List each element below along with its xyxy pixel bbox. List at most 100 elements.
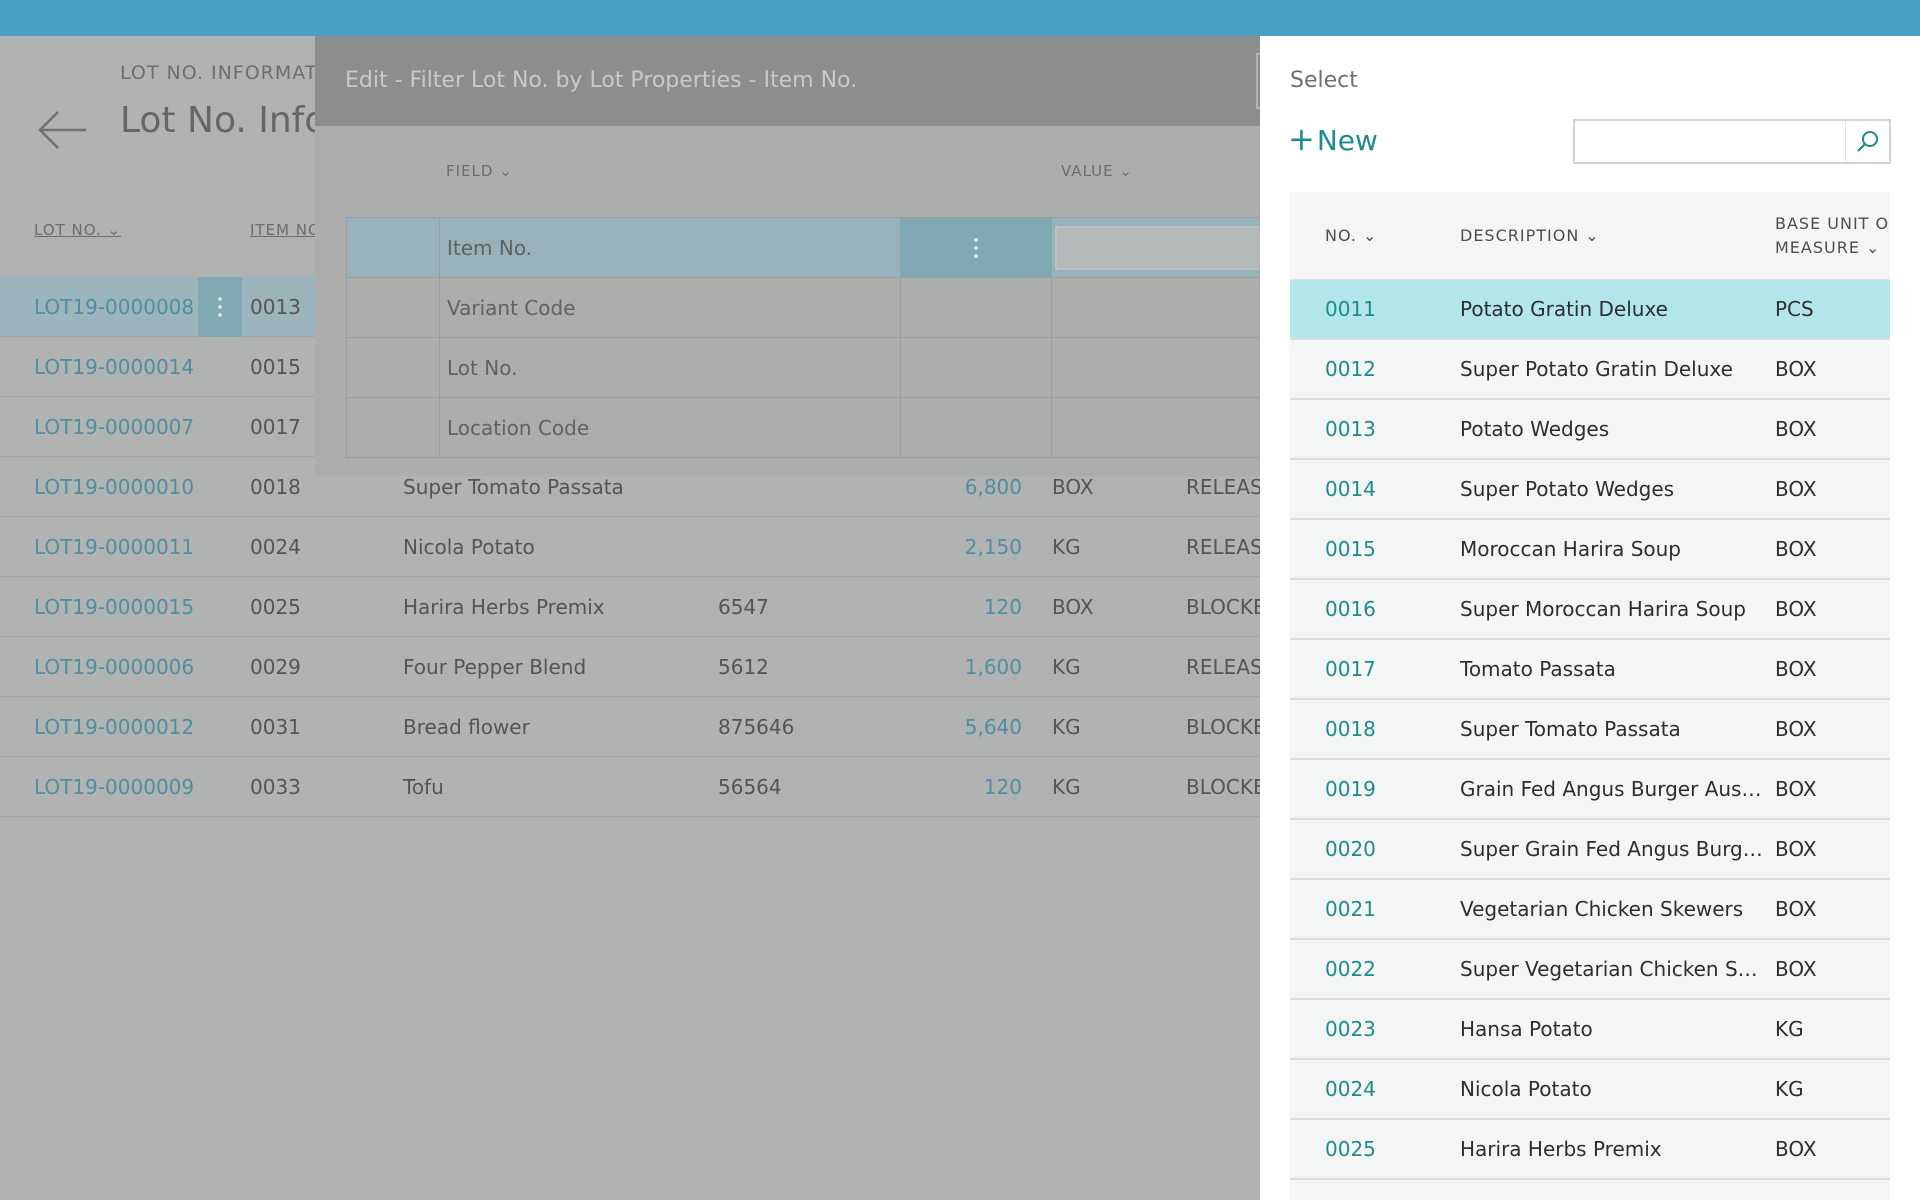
cell-uom: KG (1052, 715, 1081, 739)
item-description: Super Potato Wedges (1460, 477, 1675, 501)
table-row[interactable]: LOT19-0000012 0031 Bread flower 875646 5,640… (0, 697, 1266, 757)
item-description: Grain Fed Angus Burger Austral... (1460, 777, 1767, 801)
new-button[interactable]: +New (1288, 120, 1378, 158)
item-no[interactable]: 0014 (1325, 477, 1376, 501)
item-no[interactable]: 0023 (1325, 1017, 1376, 1041)
item-no[interactable]: 0020 (1325, 837, 1376, 861)
item-uom: KG (1775, 1017, 1804, 1041)
row-selector[interactable] (347, 218, 440, 277)
cell-qty: 6,800 (964, 475, 1022, 499)
cell-qty: 120 (983, 595, 1022, 619)
table-row[interactable]: LOT19-0000015 0025 Harira Herbs Premix 6547… (0, 577, 1266, 637)
cell-lot[interactable]: LOT19-0000011 (34, 535, 195, 559)
item-no[interactable]: 0019 (1325, 777, 1376, 801)
column-header-base-unit[interactable]: BASE UNIT OF MEASURE ⌄ (1775, 212, 1890, 260)
cell-lot[interactable]: LOT19-0000012 (34, 715, 195, 739)
search-input[interactable] (1575, 121, 1845, 162)
cell-desc: Four Pepper Blend (403, 655, 587, 679)
cell-qty: 1,600 (964, 655, 1022, 679)
item-description: Nicola Potato (1460, 1077, 1592, 1101)
table-row[interactable]: LOT19-0000010 0018 Super Tomato Passata 6,8… (0, 457, 1275, 517)
row-menu-cell[interactable] (900, 398, 1052, 457)
cell-uom: KG (1052, 655, 1081, 679)
table-row[interactable]: 0023 Hansa Potato KG (1290, 1000, 1890, 1060)
field-name: Location Code (447, 416, 590, 440)
row-menu-icon (974, 238, 978, 258)
item-no[interactable]: 0025 (1325, 1137, 1376, 1161)
value-input[interactable] (1055, 226, 1261, 270)
chevron-down-icon: ⌄ (1865, 238, 1881, 257)
column-header-field[interactable]: FIELD ⌄ (446, 162, 513, 180)
cell-lot[interactable]: LOT19-0000014 (34, 355, 195, 379)
item-uom: BOX (1775, 1137, 1817, 1161)
column-header-description[interactable]: DESCRIPTION ⌄ (1460, 224, 1600, 248)
column-header-lot-no[interactable]: LOT NO. ⌄ (34, 221, 122, 239)
column-header-value[interactable]: VALUE ⌄ (1061, 162, 1133, 180)
table-row[interactable]: Item No. (346, 218, 1261, 278)
table-row[interactable]: 0022 Super Vegetarian Chicken Skew... BOX (1290, 940, 1890, 1000)
cell-variant: 6547 (718, 595, 769, 619)
table-row[interactable]: Lot No. (346, 338, 1260, 398)
cell-item: 0025 (250, 595, 301, 619)
cell-item: 0017 (250, 415, 301, 439)
table-row[interactable]: 0016 Super Moroccan Harira Soup BOX (1290, 580, 1890, 640)
table-row[interactable]: 0012 Super Potato Gratin Deluxe BOX (1290, 340, 1890, 400)
chevron-down-icon: ⌄ (1363, 226, 1378, 245)
item-no[interactable]: 0017 (1325, 657, 1376, 681)
field-name: Lot No. (447, 356, 518, 380)
item-no[interactable]: 0018 (1325, 717, 1376, 741)
item-no[interactable]: 0021 (1325, 897, 1376, 921)
table-row[interactable]: 0020 Super Grain Fed Angus Burger ... BOX (1290, 820, 1890, 880)
row-menu-cell[interactable] (900, 338, 1052, 397)
table-row[interactable]: 0015 Moroccan Harira Soup BOX (1290, 520, 1890, 580)
table-row[interactable]: LOT19-0000011 0024 Nicola Potato 2,150 KG REL… (0, 517, 1275, 577)
row-menu-icon[interactable] (198, 277, 242, 337)
table-row[interactable]: LOT19-0000006 0029 Four Pepper Blend 5612 1,… (0, 637, 1275, 697)
row-menu-cell[interactable] (900, 278, 1052, 337)
item-description: Super Tomato Passata (1460, 717, 1681, 741)
item-uom: BOX (1775, 897, 1817, 921)
cell-lot[interactable]: LOT19-0000015 (34, 595, 195, 619)
search-icon[interactable] (1845, 121, 1889, 162)
table-row[interactable]: 0024 Nicola Potato KG (1290, 1060, 1890, 1120)
item-no[interactable]: 0016 (1325, 597, 1376, 621)
row-selector[interactable] (347, 338, 440, 397)
row-selector[interactable] (347, 278, 440, 337)
top-bar (0, 0, 1920, 36)
table-row[interactable]: 0019 Grain Fed Angus Burger Austral... BOX (1290, 760, 1890, 820)
row-selector[interactable] (347, 398, 440, 457)
item-uom: BOX (1775, 417, 1817, 441)
item-no[interactable]: 0015 (1325, 537, 1376, 561)
cell-lot[interactable]: LOT19-0000006 (34, 655, 195, 679)
cell-lot[interactable]: LOT19-0000010 (34, 475, 195, 499)
table-row[interactable]: 0011 Potato Gratin Deluxe PCS (1290, 280, 1890, 340)
row-menu-cell[interactable] (900, 218, 1052, 277)
table-row[interactable]: 0017 Tomato Passata BOX (1290, 640, 1890, 700)
cell-item: 0015 (250, 355, 301, 379)
table-row[interactable]: 0021 Vegetarian Chicken Skewers BOX (1290, 880, 1890, 940)
item-no[interactable]: 0011 (1325, 297, 1376, 321)
item-uom: BOX (1775, 717, 1817, 741)
column-header-item-no[interactable]: ITEM NO (250, 221, 321, 239)
cell-uom: KG (1052, 775, 1081, 799)
table-row[interactable]: 0014 Super Potato Wedges BOX (1290, 460, 1890, 520)
cell-lot[interactable]: LOT19-0000007 (34, 415, 195, 439)
item-description: Super Vegetarian Chicken Skew... (1460, 957, 1767, 981)
column-header-no[interactable]: NO. ⌄ (1325, 224, 1377, 248)
cell-variant: 56564 (718, 775, 782, 799)
item-no[interactable]: 0013 (1325, 417, 1376, 441)
item-no[interactable]: 0022 (1325, 957, 1376, 981)
cell-desc: Nicola Potato (403, 535, 535, 559)
cell-lot[interactable]: LOT19-0000009 (34, 775, 195, 799)
table-row[interactable]: Location Code (346, 398, 1260, 458)
cell-lot[interactable]: LOT19-0000008 (34, 295, 195, 319)
item-no[interactable]: 0024 (1325, 1077, 1376, 1101)
table-row[interactable]: 0018 Super Tomato Passata BOX (1290, 700, 1890, 760)
table-row[interactable]: 0025 Harira Herbs Premix BOX (1290, 1120, 1890, 1180)
table-row[interactable]: LOT19-0000009 0033 Tofu 56564 120 KG BLOCKE (0, 757, 1266, 817)
table-row[interactable]: Variant Code (346, 278, 1260, 338)
cell-item: 0013 (250, 295, 301, 319)
back-arrow-icon[interactable] (36, 104, 88, 156)
table-row[interactable]: 0013 Potato Wedges BOX (1290, 400, 1890, 460)
item-no[interactable]: 0012 (1325, 357, 1376, 381)
